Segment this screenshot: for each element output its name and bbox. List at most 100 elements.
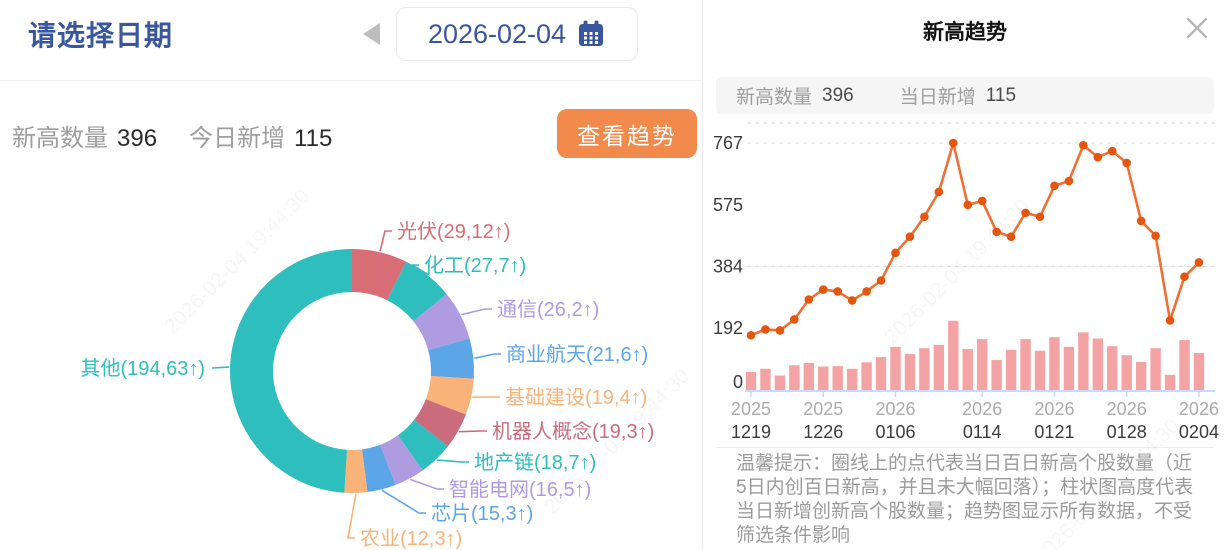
sector-donut-chart[interactable]: 光伏(29,12↑) 化工(27,7↑) 通信(26,2↑) 商业航天(21,6↑) 基… [0,0,702,550]
trend-bar-6[interactable] [832,366,843,390]
trend-point-10[interactable] [891,248,900,258]
today-new-count-value: 115 [294,125,333,152]
trend-bar-24[interactable] [1092,338,1103,390]
donut-slice-0[interactable] [352,249,407,301]
trend-bar-26[interactable] [1121,355,1132,390]
summary-stats: 新高数量 396 今日新增 115 [12,118,333,152]
trend-bar-23[interactable] [1078,332,1089,390]
trend-bar-30[interactable] [1179,340,1190,390]
trend-point-5[interactable] [818,285,828,294]
trend-bar-7[interactable] [846,368,858,390]
donut-slice-5[interactable] [414,399,466,447]
trend-point-1[interactable] [761,325,770,334]
trend-bar-21[interactable] [1049,337,1060,390]
y-label-0: 0 [733,372,743,392]
donut-slice-6[interactable] [397,419,448,471]
donut-slice-8[interactable] [362,444,396,493]
donut-leader-line-5 [458,430,487,433]
trend-bar-22[interactable] [1063,346,1075,390]
trend-bar-0[interactable] [745,371,757,390]
trend-point-12[interactable] [920,212,929,222]
trend-point-14[interactable] [949,138,958,148]
trend-point-28[interactable] [1151,231,1160,241]
trend-point-2[interactable] [775,326,785,335]
donut-label-10: 其他(194,63↑) [81,357,206,380]
trend-bar-12[interactable] [919,348,930,390]
donut-leader-line-1 [409,264,430,276]
view-trend-button[interactable]: 查看趋势 [557,109,697,158]
donut-slice-1[interactable] [387,261,447,322]
trend-point-31[interactable] [1194,258,1204,267]
trend-point-22[interactable] [1064,176,1074,186]
trend-point-3[interactable] [790,315,799,324]
date-picker[interactable]: 2026-02-04 [396,7,638,61]
previous-date-arrow-icon[interactable] [363,23,380,45]
trend-today-new-label: 当日新增 [899,87,976,108]
trend-bar-28[interactable] [1150,348,1161,390]
date-sector-panel: 请选择日期 2026-02-04 新高数量 396 今日新增 115 查看趋势 … [0,0,702,550]
trend-bar-3[interactable] [789,365,800,390]
donut-slice-3[interactable] [428,338,474,379]
trend-bar-5[interactable] [818,366,829,390]
donut-label-3: 商业航天(21,6↑) [506,343,648,366]
trend-point-16[interactable] [977,196,987,206]
trend-bar-19[interactable] [1020,339,1031,390]
trend-point-25[interactable] [1107,146,1117,156]
y-label-192: 192 [713,318,743,338]
x-label-year: 2026 [875,399,915,419]
trend-bar-2[interactable] [774,375,786,390]
trend-bar-25[interactable] [1107,346,1118,390]
trend-bar-11[interactable] [904,353,916,390]
trend-bar-27[interactable] [1135,361,1147,390]
donut-label-0: 光伏(29,12↑) [397,220,510,243]
trend-bar-13[interactable] [933,344,945,390]
donut-label-6: 地产链(18,7↑) [474,451,596,474]
trend-point-29[interactable] [1165,316,1175,325]
trend-bar-16[interactable] [977,339,988,390]
y-label-384: 384 [713,256,743,276]
trend-point-20[interactable] [1035,212,1045,222]
trend-point-26[interactable] [1122,158,1131,168]
trend-point-21[interactable] [1050,181,1059,191]
trend-bar-31[interactable] [1193,352,1205,390]
trend-chart[interactable]: 2025 1219 2025 1226 2026 0106 2026 0114 2026 0121… [703,118,1227,452]
donut-slice-9[interactable] [344,449,368,493]
x-label-date: 0121 [1034,422,1074,442]
trend-bar-20[interactable] [1034,350,1046,390]
donut-slice-10[interactable] [230,249,352,493]
trend-point-15[interactable] [963,200,973,210]
x-label-year: 2025 [803,399,843,419]
donut-slice-2[interactable] [413,294,470,350]
trend-point-19[interactable] [1021,208,1030,218]
trend-point-13[interactable] [934,187,944,197]
trend-point-4[interactable] [804,295,814,304]
trend-point-8[interactable] [862,287,871,296]
trend-point-17[interactable] [992,227,1001,237]
x-label-date: 0204 [1179,422,1219,442]
trend-point-24[interactable] [1093,152,1103,162]
trend-bar-17[interactable] [991,360,1002,390]
trend-point-7[interactable] [847,296,857,305]
trend-bar-10[interactable] [890,346,901,390]
trend-bar-15[interactable] [962,349,973,390]
trend-bar-9[interactable] [875,357,887,390]
trend-bar-18[interactable] [1005,349,1017,390]
trend-bar-1[interactable] [760,368,771,390]
trend-point-9[interactable] [876,276,886,285]
trend-point-6[interactable] [833,287,842,296]
trend-point-18[interactable] [1006,232,1016,242]
close-icon[interactable] [1183,14,1211,42]
donut-slice-7[interactable] [380,435,423,485]
trend-point-30[interactable] [1180,272,1189,281]
trend-bar-14[interactable] [948,320,959,390]
new-high-count-value: 396 [117,125,158,152]
trend-bar-29[interactable] [1164,374,1176,390]
date-value: 2026-02-04 [427,18,567,49]
trend-bar-4[interactable] [803,362,814,390]
trend-point-27[interactable] [1136,216,1146,226]
trend-point-11[interactable] [905,232,915,242]
donut-slice-4[interactable] [425,376,474,415]
trend-point-23[interactable] [1079,140,1088,150]
trend-point-0[interactable] [746,330,756,340]
trend-bar-8[interactable] [861,362,872,390]
